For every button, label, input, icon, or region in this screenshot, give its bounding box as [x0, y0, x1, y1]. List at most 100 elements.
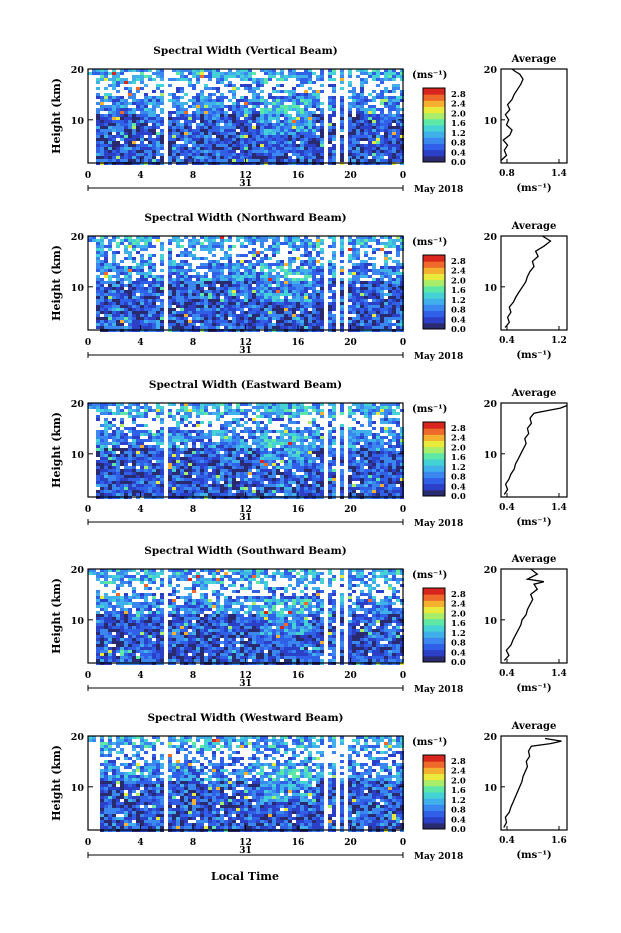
x-axis-label: Local Time: [211, 870, 279, 883]
average-y-tick-label: 20: [484, 232, 498, 243]
colorbar-swatch: [423, 434, 445, 441]
x-tick-label: 8: [190, 671, 196, 681]
colorbar: (ms⁻¹)2.82.42.01.61.20.80.40.0: [412, 737, 466, 835]
colorbar-tick-label: 2.4: [451, 100, 466, 110]
x-tick-label: 0: [400, 171, 406, 181]
average-title: Average: [511, 54, 557, 65]
colorbar-swatch: [423, 298, 445, 305]
x-tick-label: 8: [190, 505, 196, 515]
date-label: May 2018: [414, 352, 463, 362]
colorbar-swatch: [423, 286, 445, 293]
average-y-tick-label: 20: [484, 399, 498, 410]
average-frame: [501, 236, 567, 330]
colorbar-swatch: [423, 119, 445, 126]
average-y-tick-label: 10: [484, 450, 498, 461]
y-tick-label: 10: [71, 283, 85, 294]
colorbar-tick-label: 2.8: [451, 257, 466, 267]
colorbar-tick-label: 1.6: [451, 286, 466, 296]
average-title: Average: [511, 554, 557, 565]
x-tick-label: 0: [85, 171, 91, 181]
panel-4: Spectral Width (Southward Beam)2010Heigh…: [50, 545, 567, 695]
y-axis-label: Height (km): [50, 745, 63, 821]
colorbar-swatch: [423, 613, 445, 620]
x-tick-label: 16: [292, 838, 305, 848]
colorbar-tick-label: 0.4: [451, 148, 466, 158]
colorbar-swatch: [423, 317, 445, 324]
x-tick-label: 20: [344, 838, 357, 848]
average-x-tick-label: 1.4: [551, 169, 567, 179]
colorbar-unit: (ms⁻¹): [412, 737, 447, 748]
colorbar-swatch: [423, 780, 445, 787]
colorbar-tick-label: 2.4: [451, 434, 466, 444]
average-y-tick-label: 10: [484, 283, 498, 294]
y-tick-label: 20: [71, 399, 85, 410]
colorbar-tick-label: 1.2: [451, 463, 466, 473]
x-tick-label: 0: [85, 505, 91, 515]
colorbar-swatch: [423, 88, 445, 95]
colorbar-swatch: [423, 625, 445, 632]
x-tick-label: 4: [137, 171, 143, 181]
colorbar-swatch: [423, 280, 445, 287]
heatmap: [88, 736, 404, 832]
average-x-label: (ms⁻¹): [516, 683, 551, 694]
colorbar-tick-label: 2.4: [451, 267, 466, 277]
colorbar-swatch: [423, 453, 445, 460]
x-tick-label: 8: [190, 171, 196, 181]
heatmap: [88, 236, 404, 332]
panel-3: Spectral Width (Eastward Beam)2010Height…: [50, 379, 567, 529]
x-tick-label: 8: [190, 338, 196, 348]
colorbar-tick-label: 2.0: [451, 109, 466, 119]
colorbar-swatch: [423, 594, 445, 601]
x-tick-label: 20: [344, 171, 357, 181]
heatmap: [88, 569, 404, 665]
colorbar-tick-label: 1.2: [451, 296, 466, 306]
colorbar-swatch: [423, 811, 445, 818]
colorbar-tick-label: 1.6: [451, 119, 466, 129]
colorbar-swatch: [423, 255, 445, 262]
panel-title: Spectral Width (Northward Beam): [144, 212, 346, 224]
colorbar-tick-label: 2.0: [451, 609, 466, 619]
colorbar-swatch: [423, 774, 445, 781]
day-label: 31: [239, 179, 252, 189]
colorbar-tick-label: 0.0: [451, 825, 466, 835]
average-frame: [501, 69, 567, 163]
colorbar-swatch: [423, 478, 445, 485]
colorbar-tick-label: 0.0: [451, 325, 466, 335]
colorbar-tick-label: 2.8: [451, 590, 466, 600]
colorbar: (ms⁻¹)2.82.42.01.61.20.80.40.0: [412, 570, 466, 668]
colorbar-tick-label: 0.8: [451, 806, 466, 816]
average-x-tick-label: 0.4: [499, 836, 515, 846]
average-x-label: (ms⁻¹): [516, 850, 551, 861]
colorbar-swatch: [423, 755, 445, 762]
colorbar-tick-label: 2.8: [451, 90, 466, 100]
colorbar: (ms⁻¹)2.82.42.01.61.20.80.40.0: [412, 237, 466, 335]
x-tick-label: 0: [400, 338, 406, 348]
x-tick-label: 16: [292, 171, 305, 181]
colorbar-tick-label: 2.8: [451, 757, 466, 767]
colorbar-tick-label: 0.4: [451, 815, 466, 825]
colorbar-swatch: [423, 786, 445, 793]
x-tick-label: 0: [85, 338, 91, 348]
x-tick-label: 4: [137, 338, 143, 348]
x-tick-label: 8: [190, 838, 196, 848]
colorbar-tick-label: 2.0: [451, 443, 466, 453]
colorbar-swatch: [423, 311, 445, 318]
colorbar-tick-label: 0.4: [451, 482, 466, 492]
colorbar-tick-label: 0.4: [451, 648, 466, 658]
x-tick-label: 0: [400, 838, 406, 848]
colorbar-tick-label: 0.8: [451, 306, 466, 316]
x-tick-label: 16: [292, 505, 305, 515]
colorbar-unit: (ms⁻¹): [412, 237, 447, 248]
colorbar-swatch: [423, 447, 445, 454]
colorbar-swatch: [423, 459, 445, 466]
y-axis-label: Height (km): [50, 245, 63, 321]
x-tick-label: 0: [400, 505, 406, 515]
colorbar-unit: (ms⁻¹): [412, 404, 447, 415]
colorbar-swatch: [423, 144, 445, 151]
y-tick-label: 20: [71, 232, 85, 243]
average-frame: [501, 403, 567, 497]
average-frame: [501, 569, 567, 663]
